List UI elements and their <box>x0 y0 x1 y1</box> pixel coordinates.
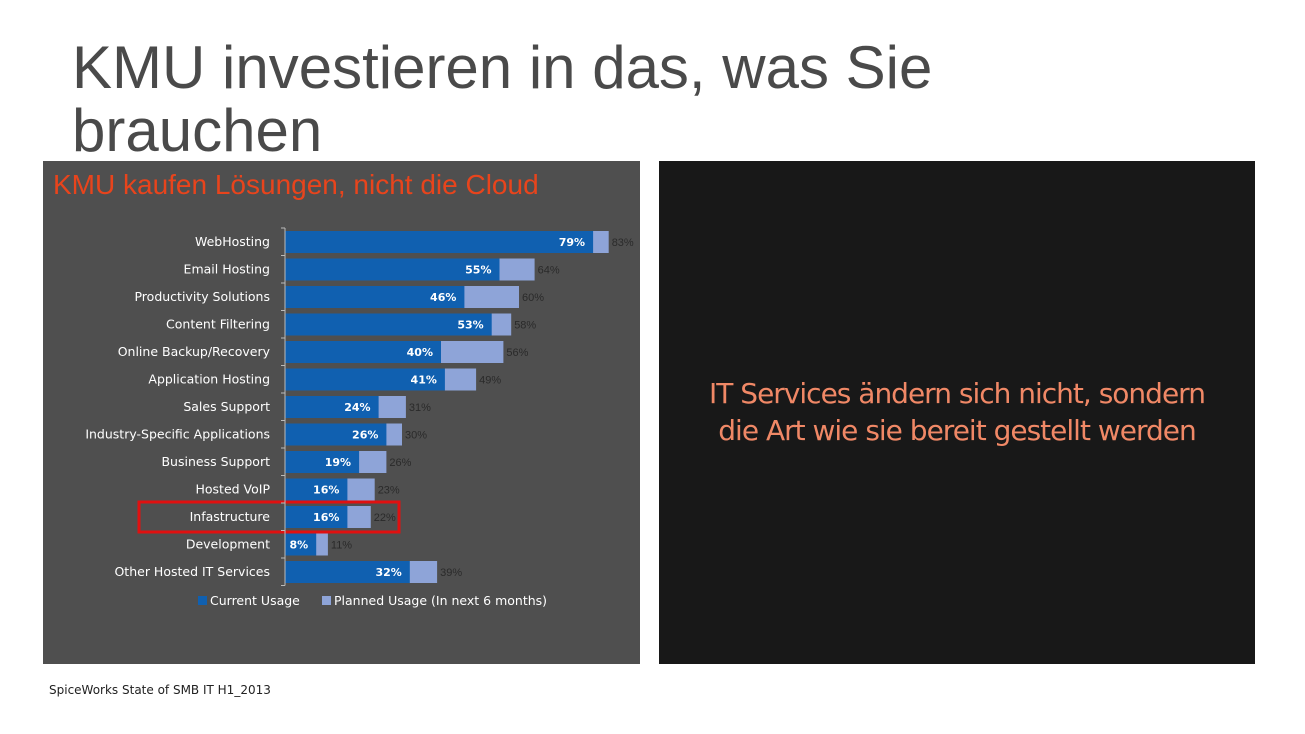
category-label: Industry-Specific Applications <box>85 427 270 442</box>
category-label: Application Hosting <box>148 372 270 387</box>
planned-value-label: 23% <box>378 485 400 497</box>
planned-value-label: 39% <box>440 567 462 579</box>
chart-panel: KMU kaufen Lösungen, nicht die Cloud 79%… <box>43 161 640 664</box>
category-label: Development <box>186 537 270 552</box>
current-bar <box>285 396 379 418</box>
legend-label-planned: Planned Usage (In next 6 months) <box>334 593 547 608</box>
category-label: Infastructure <box>190 509 271 524</box>
category-label: Business Support <box>161 454 270 469</box>
category-label: Email Hosting <box>184 262 270 277</box>
planned-value-label: 30% <box>405 430 427 442</box>
message-line-1: IT Services ändern sich nicht, sondern <box>709 377 1206 410</box>
planned-value-label: 31% <box>409 402 431 414</box>
planned-value-label: 64% <box>538 265 560 277</box>
current-value-label: 8% <box>290 539 309 552</box>
current-bar <box>285 533 317 556</box>
current-bar <box>285 506 348 528</box>
current-bar <box>285 258 500 281</box>
category-label: WebHosting <box>195 234 270 249</box>
planned-value-label: 58% <box>514 320 536 332</box>
planned-value-label: 56% <box>506 347 528 359</box>
current-value-label: 41% <box>411 374 437 387</box>
category-label: Content Filtering <box>166 317 270 332</box>
current-value-label: 53% <box>457 319 483 332</box>
current-bar <box>285 561 410 583</box>
current-value-label: 26% <box>352 429 378 442</box>
current-bar <box>285 286 465 308</box>
current-value-label: 55% <box>465 264 491 277</box>
category-label: Hosted VoIP <box>195 482 270 497</box>
current-bar <box>285 368 445 391</box>
slide-title: KMU investieren in das, was Sie brauchen <box>72 34 933 164</box>
current-bar <box>285 478 348 501</box>
current-value-label: 16% <box>313 484 339 497</box>
current-bar <box>285 231 594 253</box>
planned-value-label: 60% <box>522 292 544 304</box>
bar-chart: 79% 83% WebHosting 55% 64% Email Hosting 46% 60… <box>85 227 634 608</box>
current-bar <box>285 341 441 363</box>
current-value-label: 24% <box>344 401 370 414</box>
current-value-label: 79% <box>559 236 585 249</box>
planned-value-label: 26% <box>389 457 411 469</box>
current-bar <box>285 451 360 473</box>
current-bar <box>285 313 492 336</box>
planned-value-label: 11% <box>331 540 352 552</box>
message-text: IT Services ändern sich nicht, sondern d… <box>659 375 1255 449</box>
current-value-label: 19% <box>325 456 351 469</box>
highlight-box <box>137 500 401 534</box>
current-value-label: 16% <box>313 511 339 524</box>
current-value-label: 40% <box>407 346 433 359</box>
message-panel: IT Services ändern sich nicht, sondern d… <box>659 161 1255 664</box>
source-note: SpiceWorks State of SMB IT H1_2013 <box>49 683 271 697</box>
category-label: Productivity Solutions <box>134 289 270 304</box>
legend-label-current: Current Usage <box>210 593 300 608</box>
legend-swatch-current <box>198 596 207 605</box>
current-value-label: 32% <box>375 566 401 579</box>
current-bar <box>285 423 387 446</box>
category-label: Sales Support <box>183 399 270 414</box>
planned-value-label: 22% <box>374 512 396 524</box>
planned-value-label: 83% <box>612 237 634 249</box>
planned-value-label: 49% <box>479 375 501 387</box>
chart-heading: KMU kaufen Lösungen, nicht die Cloud <box>53 169 539 200</box>
category-label: Online Backup/Recovery <box>118 344 271 359</box>
current-value-label: 46% <box>430 291 456 304</box>
category-label: Other Hosted IT Services <box>114 564 270 579</box>
message-line-2: die Art wie sie bereit gestellt werden <box>718 414 1196 447</box>
legend-swatch-planned <box>322 596 331 605</box>
